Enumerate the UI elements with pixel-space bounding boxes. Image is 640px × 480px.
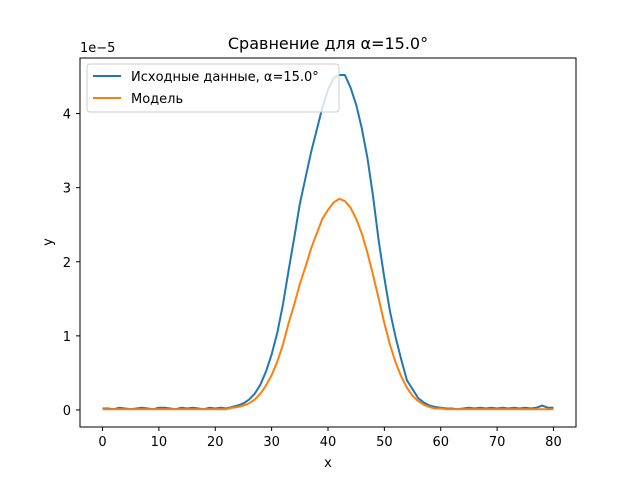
legend-label-series-2: Модель [131, 92, 183, 107]
plot-lines [102, 74, 554, 411]
y-tick-label: 3 [63, 182, 71, 197]
x-axis: 0 10 20 30 40 50 60 70 80 [98, 427, 562, 450]
x-tick-label: 30 [263, 435, 280, 450]
y-tick-label: 0 [63, 404, 71, 419]
series-line-2 [102, 197, 554, 411]
x-tick-label: 20 [207, 435, 224, 450]
x-tick-label: 60 [432, 435, 449, 450]
y-axis-label: y [41, 238, 56, 246]
legend-box [86, 63, 340, 113]
y-tick-label: 1 [63, 330, 71, 345]
series-line-1 [102, 74, 554, 411]
x-tick-label: 80 [545, 435, 562, 450]
x-tick-label: 70 [489, 435, 506, 450]
y-offset-label: 1e−5 [80, 41, 115, 56]
legend-label-series-1: Исходные данные, α=15.0° [131, 70, 319, 85]
x-tick-label: 40 [320, 435, 337, 450]
y-tick-label: 2 [63, 256, 71, 271]
y-tick-label: 4 [63, 108, 71, 123]
x-tick-label: 0 [98, 435, 106, 450]
x-axis-label: x [324, 456, 332, 471]
chart-title: Сравнение для α=15.0° [228, 34, 428, 53]
y-axis: 0 1 2 3 4 [63, 108, 80, 419]
x-tick-label: 10 [151, 435, 168, 450]
plot-frame [79, 57, 577, 428]
legend: Исходные данные, α=15.0° Модель [86, 63, 340, 113]
x-tick-label: 50 [376, 435, 393, 450]
